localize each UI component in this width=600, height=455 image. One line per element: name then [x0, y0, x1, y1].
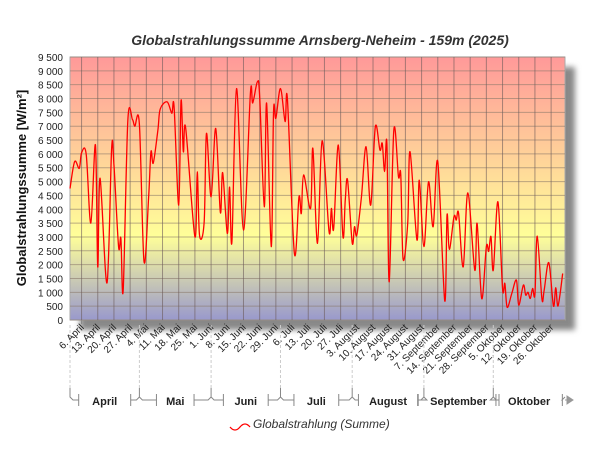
axis-arrow-icon — [565, 395, 574, 405]
legend-swatch — [229, 423, 251, 431]
month-label: Juni — [234, 396, 257, 408]
y-tick-label: 4 000 — [38, 205, 63, 216]
month-band: April Mai Juni Juli August September Oktober — [69, 325, 574, 408]
month-label: April — [92, 396, 117, 408]
y-tick-label: 9 000 — [38, 67, 63, 78]
legend: Globalstrahlung (Summe) — [229, 417, 390, 431]
y-tick-label: 4 500 — [38, 191, 63, 202]
month-label: August — [369, 396, 407, 408]
y-tick-label: 500 — [46, 302, 63, 313]
y-tick-label: 5 500 — [38, 164, 63, 175]
y-tick-label: 5 000 — [38, 178, 63, 189]
series-line-globalstrahlung — [69, 79, 564, 308]
month-bracket — [138, 388, 212, 406]
month-label: Oktober — [508, 396, 551, 408]
month-bracket — [351, 388, 425, 406]
month-bracket — [69, 388, 140, 406]
month-bracket — [210, 388, 281, 406]
y-axis: 0 500 1 000 1 500 2 000 2 500 3 000 3 500 4 000 4… — [38, 53, 63, 327]
y-tick-label: 7 500 — [38, 108, 63, 119]
y-tick-label: 0 — [57, 316, 63, 327]
y-axis-label: Globalstrahlungssumme [W/m²] — [14, 90, 29, 286]
plot-area — [69, 56, 566, 321]
y-tick-label: 2 000 — [38, 261, 63, 272]
month-label: Juli — [307, 396, 326, 408]
month-bracket — [279, 388, 353, 406]
y-tick-label: 8 000 — [38, 95, 63, 106]
y-tick-label: 3 500 — [38, 219, 63, 230]
y-tick-label: 1 000 — [38, 288, 63, 299]
grid — [70, 56, 565, 321]
y-tick-label: 2 500 — [38, 247, 63, 258]
y-tick-label: 8 500 — [38, 81, 63, 92]
y-tick-label: 3 000 — [38, 233, 63, 244]
month-label: Mai — [166, 396, 184, 408]
month-bracket — [492, 388, 566, 406]
y-tick-label: 6 500 — [38, 136, 63, 147]
month-bracket — [417, 388, 500, 406]
chart-title: Globalstrahlungssumme Arnsberg-Neheim - … — [131, 32, 509, 48]
y-tick-label: 6 000 — [38, 150, 63, 161]
y-tick-label: 9 500 — [38, 53, 63, 64]
month-label: September — [430, 396, 488, 408]
y-tick-label: 1 500 — [38, 274, 63, 285]
legend-label: Globalstrahlung (Summe) — [253, 417, 390, 431]
y-tick-label: 7 000 — [38, 122, 63, 133]
